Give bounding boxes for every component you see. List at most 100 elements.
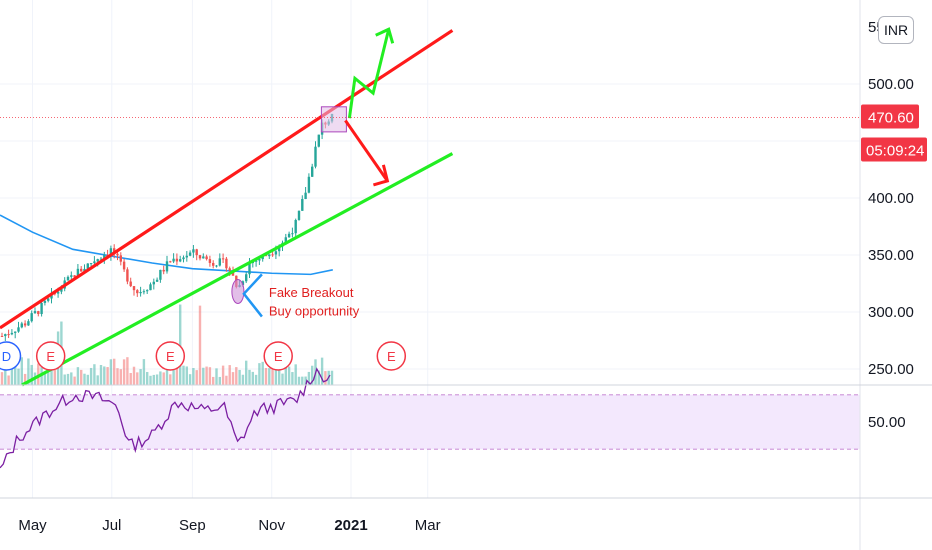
volume-bar xyxy=(99,364,103,385)
candle-body xyxy=(278,246,281,252)
price-axis-label: 500.00 xyxy=(868,76,914,93)
volume-bar xyxy=(116,368,119,385)
volume-bar xyxy=(149,375,152,385)
candle-body xyxy=(307,176,311,193)
volume-bar xyxy=(17,368,20,385)
event-marker-dividend xyxy=(0,341,22,371)
volume-bar xyxy=(284,364,287,385)
volume-bar xyxy=(278,363,281,385)
time-axis-label: Jul xyxy=(102,517,121,534)
volume-bar xyxy=(241,374,245,385)
candle-body xyxy=(202,256,205,259)
candle-body xyxy=(76,268,80,278)
candle-body xyxy=(14,331,17,333)
time-axis-label: Nov xyxy=(258,517,285,534)
candle-body xyxy=(228,268,231,271)
volume-bar xyxy=(254,374,258,385)
candle-body xyxy=(93,261,96,264)
candle-body xyxy=(301,199,304,211)
candle-body xyxy=(10,332,14,335)
candle-body xyxy=(271,254,274,256)
candle-body xyxy=(254,260,258,262)
volume-bar xyxy=(202,367,205,385)
candle-body xyxy=(132,286,136,291)
volume-bar xyxy=(23,373,27,385)
forecast-down-line[interactable] xyxy=(344,119,389,182)
volume-bar xyxy=(297,376,301,385)
volume-bar xyxy=(291,372,294,385)
candle-body xyxy=(155,279,159,282)
candle-body xyxy=(73,275,76,278)
volume-bar xyxy=(185,366,188,385)
event-marker-earnings xyxy=(35,341,66,371)
volume-bar xyxy=(76,367,80,385)
candle-body xyxy=(103,254,106,259)
candle-body xyxy=(47,298,50,301)
volume-bar xyxy=(93,364,96,385)
time-axis-label: Sep xyxy=(179,517,206,534)
volume-bar xyxy=(113,358,116,385)
volume-bar xyxy=(43,371,47,385)
volume-bar xyxy=(122,359,126,385)
candle-body xyxy=(70,275,73,277)
last-price-tag xyxy=(861,104,919,129)
candle-body xyxy=(185,255,188,258)
candle-body xyxy=(27,321,30,326)
candle-body xyxy=(89,263,93,265)
breakout-box[interactable] xyxy=(320,106,347,133)
candle-body xyxy=(245,274,248,282)
volume-bar xyxy=(7,375,10,385)
candle-body xyxy=(287,233,291,238)
event-marker-earnings xyxy=(155,341,186,371)
candle-body xyxy=(304,192,307,200)
volume-bar xyxy=(304,376,307,385)
volume-bar xyxy=(235,367,238,385)
volume-bar xyxy=(274,358,278,385)
volume-bar xyxy=(80,369,83,385)
time-axis-label: Mar xyxy=(415,517,441,534)
volume-bar xyxy=(175,361,179,385)
volume-bar xyxy=(192,368,195,385)
candle-body xyxy=(268,254,271,257)
volume-bar xyxy=(172,369,175,385)
rsi-axis-label: 50.00 xyxy=(868,414,906,431)
time-axis-label: 2021 xyxy=(334,517,367,534)
candle-body xyxy=(37,311,40,315)
candle-body xyxy=(129,281,132,287)
candle-body xyxy=(317,134,320,147)
volume-bar xyxy=(37,363,40,385)
candle-body xyxy=(17,327,20,332)
event-marker-label: E xyxy=(274,349,283,364)
candle-body xyxy=(169,261,172,263)
candle-body xyxy=(7,334,10,336)
volume-bar xyxy=(238,369,241,385)
forecast-up-line[interactable] xyxy=(347,28,391,119)
volume-bar xyxy=(136,372,139,385)
channel-lower-line[interactable] xyxy=(21,152,454,387)
candle-body xyxy=(284,237,287,243)
candle-body xyxy=(162,269,165,272)
event-marker-earnings xyxy=(376,341,407,371)
candle-body xyxy=(23,323,27,326)
candle-body xyxy=(146,290,149,292)
volume-bar xyxy=(96,375,99,385)
candle-body xyxy=(182,257,185,260)
candle-body xyxy=(159,269,162,280)
candle-body xyxy=(66,276,70,281)
volume-bar xyxy=(324,371,327,385)
moving-average xyxy=(0,214,333,276)
candle-body xyxy=(40,302,43,315)
volume-bar xyxy=(155,374,159,385)
volume-bar xyxy=(27,358,30,385)
volume-bar xyxy=(0,372,4,385)
currency-button[interactable]: INR xyxy=(878,16,914,44)
candle-body xyxy=(258,259,261,261)
drawings[interactable]: Fake Breakout Buy opportunity xyxy=(231,27,395,318)
volume-bar xyxy=(264,367,268,385)
volume-bar xyxy=(188,374,192,385)
candle-body xyxy=(83,268,86,272)
volume-bar xyxy=(89,367,93,385)
volume-bar xyxy=(330,370,334,385)
